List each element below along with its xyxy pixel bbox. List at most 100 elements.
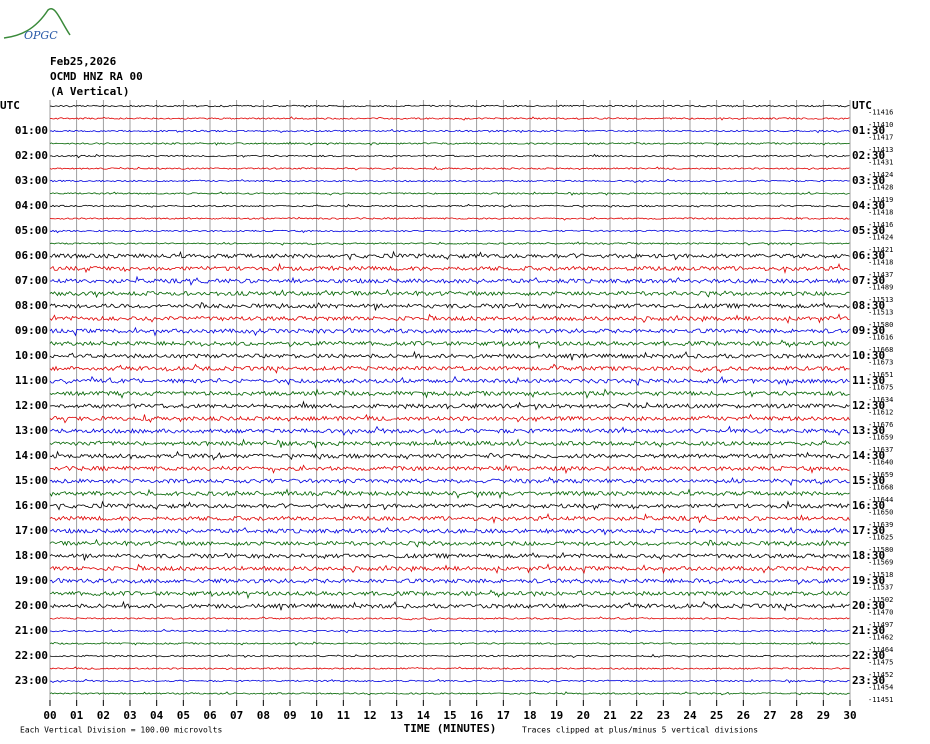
offset-label: -11640 (868, 458, 893, 466)
offset-label: -11518 (868, 571, 893, 579)
offset-label: -11452 (868, 671, 893, 679)
left-time-label: 22:00 (15, 649, 48, 662)
trace (49, 425, 850, 436)
left-time-label: 20:00 (15, 599, 48, 612)
offset-label: -11639 (868, 521, 893, 529)
trace (49, 104, 850, 108)
right-time-label: 21:30 (852, 624, 885, 637)
x-tick-label: 23 (657, 709, 670, 722)
trace (49, 666, 850, 671)
left-time-label: 08:00 (15, 299, 48, 312)
offset-label: -11462 (868, 633, 893, 641)
left-time-label: 13:00 (15, 424, 48, 437)
right-time-label: 08:30 (852, 299, 885, 312)
trace (49, 563, 850, 575)
x-tick-label: 01 (70, 709, 84, 722)
x-tick-label: 15 (443, 709, 456, 722)
offset-label: -11676 (868, 421, 893, 429)
trace (49, 512, 850, 524)
trace (49, 116, 850, 121)
trace (49, 313, 850, 324)
station: OCMD HNZ RA 00 (50, 70, 143, 83)
offset-label: -11475 (868, 658, 893, 666)
trace (49, 216, 850, 221)
offset-label: -11650 (868, 508, 893, 516)
right-time-label: 22:30 (852, 649, 885, 662)
right-time-label: 03:30 (852, 174, 885, 187)
x-tick-label: 09 (283, 709, 296, 722)
offset-label: -11437 (868, 271, 893, 279)
x-tick-label: 10 (310, 709, 323, 722)
offset-label: -11659 (868, 471, 893, 479)
trace (49, 641, 850, 646)
left-time-label: 07:00 (15, 274, 48, 287)
offset-label: -11424 (868, 171, 893, 179)
clip-note: Traces clipped at plus/minus 5 vertical … (522, 726, 758, 735)
x-tick-label: 22 (630, 709, 643, 722)
logo: OPGC (24, 29, 58, 42)
right-time-label: 02:30 (852, 149, 885, 162)
left-time-label: 16:00 (15, 499, 48, 512)
trace (49, 128, 850, 134)
trace (49, 350, 850, 361)
right-time-label: 23:30 (852, 674, 885, 687)
offset-label: -11454 (868, 683, 893, 691)
left-time-label: 02:00 (15, 149, 48, 162)
right-time-label: 12:30 (852, 399, 885, 412)
right-time-label: 06:30 (852, 249, 885, 262)
trace (49, 375, 850, 387)
offset-label: -11431 (868, 158, 893, 166)
left-time-label: 09:00 (15, 324, 48, 337)
offset-label: -11675 (868, 383, 893, 391)
offset-label: -11418 (868, 208, 893, 216)
left-time-label: 06:00 (15, 249, 48, 262)
right-time-label: UTC (852, 99, 872, 112)
component: (A Vertical) (50, 85, 129, 98)
left-time-label: 15:00 (15, 474, 48, 487)
left-time-label: 01:00 (15, 124, 48, 137)
offset-label: -11416 (868, 108, 893, 116)
offset-label: -11502 (868, 596, 893, 604)
right-time-label: 11:30 (852, 374, 885, 387)
offset-label: -11651 (868, 371, 893, 379)
right-time-label: 16:30 (852, 499, 885, 512)
right-time-label: 15:30 (852, 474, 885, 487)
x-tick-label: 11 (337, 709, 351, 722)
trace (49, 476, 850, 487)
trace (49, 500, 850, 511)
x-axis-label: TIME (MINUTES) (404, 722, 497, 735)
trace (49, 577, 850, 585)
scale-note: Each Vertical Division = 100.00 microvol… (20, 726, 222, 735)
offset-label: -11644 (868, 496, 893, 504)
trace (49, 166, 850, 171)
trace (49, 438, 850, 449)
x-tick-label: 03 (123, 709, 136, 722)
offset-label: -11497 (868, 621, 893, 629)
x-tick-label: 17 (497, 709, 510, 722)
right-time-label: 05:30 (852, 224, 885, 237)
offset-label: -11612 (868, 408, 893, 416)
trace (49, 388, 850, 399)
left-time-label: 23:00 (15, 674, 48, 687)
offset-label: -11470 (868, 608, 893, 616)
x-tick-label: 12 (363, 709, 376, 722)
offset-label: -11464 (868, 646, 893, 654)
x-tick-label: 20 (577, 709, 590, 722)
x-tick-label: 21 (603, 709, 617, 722)
left-time-label: 14:00 (15, 449, 48, 462)
x-tick-label: 02 (97, 709, 110, 722)
left-time-label: 12:00 (15, 399, 48, 412)
trace (49, 589, 850, 600)
right-time-label: 14:30 (852, 449, 885, 462)
x-tick-label: 18 (523, 709, 536, 722)
offset-label: -11451 (868, 696, 893, 704)
right-time-label: 18:30 (852, 549, 885, 562)
left-time-label: 17:00 (15, 524, 48, 537)
offset-label: -11419 (868, 196, 893, 204)
offset-label: -11413 (868, 146, 893, 154)
offset-label: -11513 (868, 308, 893, 316)
offset-label: -11668 (868, 483, 893, 491)
offset-label: -11625 (868, 533, 893, 541)
right-time-label: 07:30 (852, 274, 885, 287)
